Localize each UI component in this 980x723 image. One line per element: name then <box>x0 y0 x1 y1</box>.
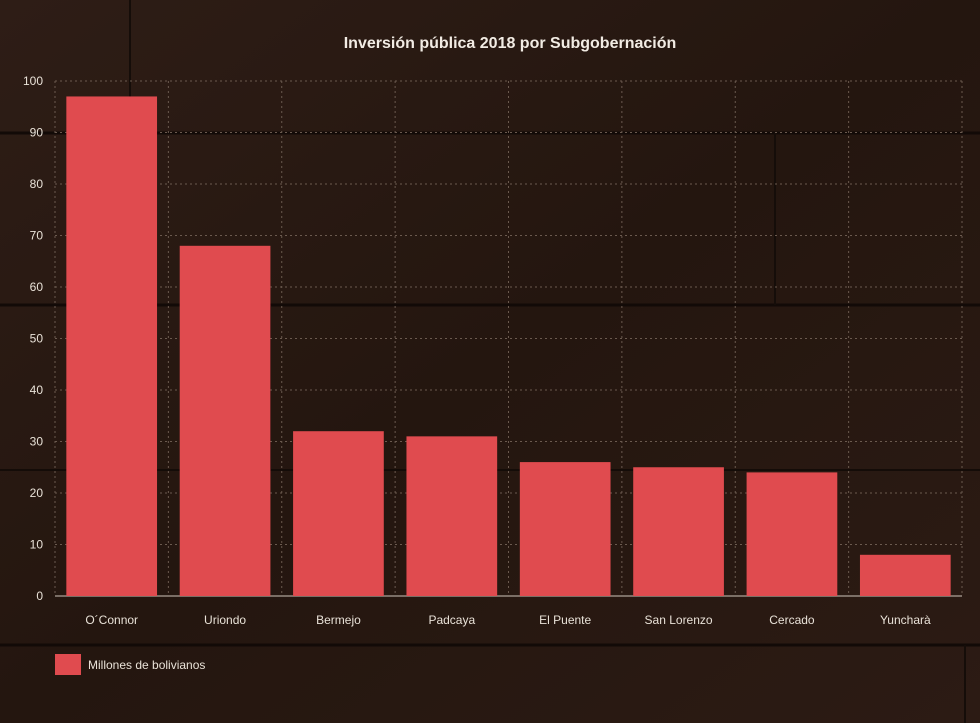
x-tick-label: Yuncharà <box>880 613 931 627</box>
x-tick-label: El Puente <box>539 613 591 627</box>
y-tick-label: 50 <box>30 332 44 346</box>
bar <box>746 472 838 596</box>
x-axis: O´Connor Uriondo Bermejo Padcaya El Puente Sa… <box>85 613 931 627</box>
bar <box>66 96 158 596</box>
y-tick-label: 70 <box>30 229 44 243</box>
y-tick-label: 0 <box>36 589 43 603</box>
y-tick-label: 80 <box>30 177 44 191</box>
x-tick-label: Uriondo <box>204 613 246 627</box>
x-tick-label: Padcaya <box>428 613 475 627</box>
y-tick-label: 10 <box>30 538 44 552</box>
y-tick-label: 30 <box>30 435 44 449</box>
bar <box>406 436 498 596</box>
bar <box>519 462 611 596</box>
legend-label: Millones de bolivianos <box>88 658 205 672</box>
y-tick-label: 20 <box>30 486 44 500</box>
x-tick-label: San Lorenzo <box>645 613 713 627</box>
x-tick-label: O´Connor <box>85 613 138 627</box>
y-tick-label: 60 <box>30 280 44 294</box>
bars <box>66 96 951 597</box>
legend-swatch <box>55 654 81 675</box>
bar <box>179 245 271 597</box>
bar <box>859 554 951 596</box>
y-tick-label: 100 <box>23 74 43 88</box>
bar <box>293 431 384 596</box>
y-axis: 0 10 20 30 40 50 60 70 80 90 100 <box>23 74 43 603</box>
x-tick-label: Bermejo <box>316 613 361 627</box>
chart-title: Inversión pública 2018 por Subgobernació… <box>344 35 677 52</box>
legend: Millones de bolivianos <box>55 654 205 675</box>
y-tick-label: 90 <box>30 126 44 140</box>
x-tick-label: Cercado <box>769 613 815 627</box>
y-tick-label: 40 <box>30 383 44 397</box>
bar <box>633 467 724 596</box>
